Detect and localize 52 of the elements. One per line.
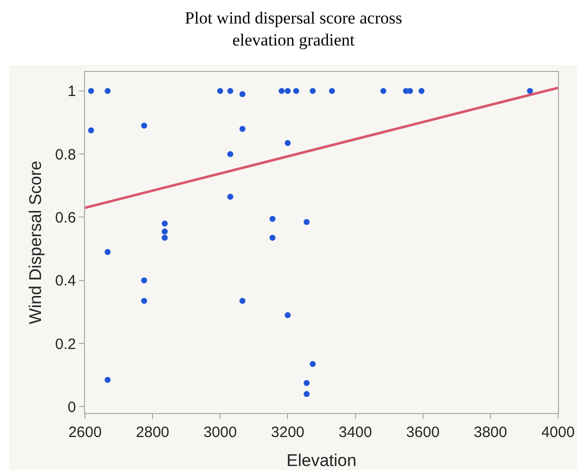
y-tick-label: 1 (68, 83, 76, 100)
point (310, 361, 316, 368)
point (239, 91, 246, 98)
point (104, 248, 111, 255)
y-axis-title: Wind Dispersal Score (26, 160, 45, 324)
y-tick-label: 0 (68, 398, 76, 416)
x-tick-label: 4000 (541, 424, 575, 441)
point (328, 88, 335, 94)
point (162, 234, 168, 241)
point (162, 228, 168, 234)
y-tick-label: 0.6 (55, 209, 76, 226)
y-tick-label: 0.2 (55, 336, 76, 353)
point (304, 380, 310, 386)
point (304, 218, 310, 225)
point (141, 298, 148, 304)
point (407, 88, 414, 94)
point (310, 88, 316, 94)
point (284, 312, 291, 318)
point (227, 88, 234, 94)
point (278, 88, 285, 94)
point (526, 88, 533, 94)
y-tick-label: 0.8 (55, 146, 76, 164)
point (418, 88, 425, 94)
x-tick-label: 3200 (271, 424, 304, 441)
point (304, 391, 310, 398)
x-tick-label: 3000 (203, 424, 237, 441)
x-tick-label: 2800 (136, 424, 170, 441)
point (380, 88, 386, 94)
point (239, 126, 246, 132)
point (270, 216, 276, 222)
x-tick-label: 2600 (68, 424, 102, 441)
point (227, 151, 234, 158)
point (141, 277, 148, 284)
point (104, 88, 111, 94)
x-tick-label: 3600 (406, 424, 440, 441)
point (217, 88, 224, 94)
point (104, 376, 111, 383)
chart-title: Plot wind dispersal score across elevation gradient (184, 8, 402, 50)
point (227, 194, 234, 200)
point (88, 127, 94, 134)
x-axis-title: Elevation (286, 451, 356, 470)
y-tick-label: 0.4 (55, 272, 76, 290)
point (284, 140, 291, 146)
x-tick-label: 3800 (474, 424, 508, 441)
point (270, 234, 276, 241)
point (88, 88, 94, 94)
x-tick-label: 3400 (338, 424, 372, 441)
point (162, 220, 168, 227)
point (239, 298, 246, 304)
point (293, 88, 300, 94)
point (284, 88, 291, 94)
point (141, 122, 148, 129)
